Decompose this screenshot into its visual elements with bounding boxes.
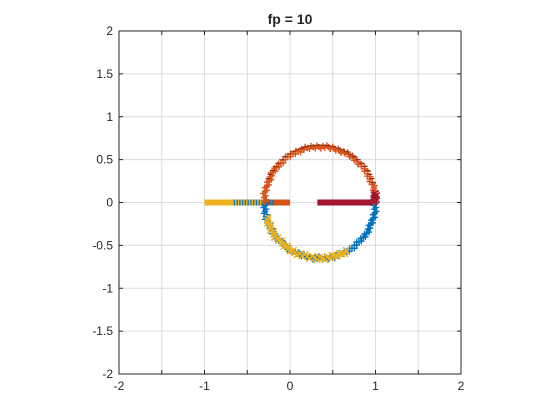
y-tick-label: -2 — [102, 367, 113, 381]
chart-title: fp = 10 — [268, 11, 313, 27]
data-marks — [204, 142, 381, 264]
data-point — [371, 189, 379, 198]
x-tick-label: -2 — [114, 379, 125, 393]
data-point — [362, 233, 369, 241]
data-point — [270, 227, 278, 236]
data-point — [349, 152, 356, 159]
y-tick-label: 0 — [106, 196, 113, 210]
data-point — [298, 145, 305, 153]
x-tick-label: 0 — [287, 379, 294, 393]
y-tick-labels: -2 -1.5 -1 -0.5 0 0.5 1 1.5 2 — [92, 24, 113, 381]
tick-marks — [118, 30, 462, 375]
data-point — [266, 221, 275, 229]
data-point — [371, 182, 378, 189]
y-tick-label: 1 — [106, 110, 113, 124]
y-tick-label: 1.5 — [96, 67, 113, 81]
x-tick-label: -1 — [199, 379, 210, 393]
y-tick-label: -1 — [102, 281, 113, 295]
x-tick-label: 2 — [458, 379, 465, 393]
y-tick-label: 0.5 — [96, 153, 113, 167]
y-tick-label: -1.5 — [92, 324, 113, 338]
y-tick-label: -0.5 — [92, 238, 113, 252]
data-point — [261, 198, 268, 205]
x-tick-label: 1 — [372, 379, 379, 393]
data-point — [335, 249, 343, 258]
data-point — [365, 228, 373, 236]
y-tick-label: 2 — [106, 24, 113, 38]
x-tick-labels: -2 -1 0 1 2 — [114, 379, 465, 393]
data-point — [342, 246, 350, 255]
